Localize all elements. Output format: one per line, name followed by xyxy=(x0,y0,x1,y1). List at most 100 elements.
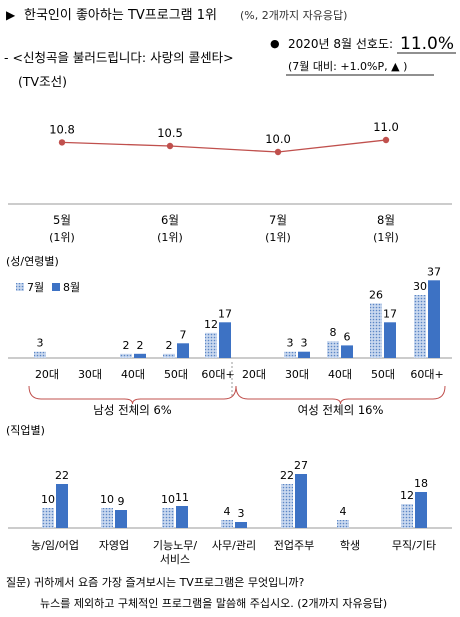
category-label: 30대 xyxy=(285,368,309,381)
bar-july xyxy=(42,508,54,528)
category-label: 40대 xyxy=(121,368,145,381)
header-marker: ▶ xyxy=(6,8,16,22)
bar-value-label: 8 xyxy=(330,326,337,339)
question-line2: 뉴스를 제외하고 구체적인 프로그램을 말씀해 주십시오. (2개까지 자유응답… xyxy=(40,596,387,610)
category-label: 농/임/어업 xyxy=(31,539,79,552)
bar-value-label: 10 xyxy=(41,493,55,506)
bar-value-label: 4 xyxy=(224,505,231,518)
bar-value-label: 7 xyxy=(180,328,187,341)
bullet-icon: ● xyxy=(270,37,280,50)
bar-value-label: 4 xyxy=(340,505,347,518)
header-title-note: (%, 2개까지 자유응답) xyxy=(240,9,347,22)
trend-month-label: 8월 xyxy=(377,213,395,227)
age-section-label: (성/연령별) xyxy=(6,255,59,268)
change-note: (7월 대비: +1.0%P, ▲ ) xyxy=(288,60,407,73)
bar-value-label: 2 xyxy=(123,339,130,352)
bar-value-label: 26 xyxy=(369,288,383,301)
category-label: 무직/기타 xyxy=(392,539,436,552)
pref-label: 2020년 8월 선호도: xyxy=(288,37,393,51)
bar-value-label: 37 xyxy=(427,265,441,278)
category-label: 60대+ xyxy=(410,368,443,381)
category-label: 20대 xyxy=(242,368,266,381)
bar-july xyxy=(337,520,349,528)
group-brackets: 남성 전체의 6% 여성 전체의 16% xyxy=(28,385,446,417)
category-label: 자영업 xyxy=(99,539,129,552)
trend-chart: 10.8 5월 (1위) 10.5 6월 (1위) 10.0 7월 (1위) 11.0 8월 (1위) xyxy=(49,120,399,244)
bar-value-label: 12 xyxy=(400,489,414,502)
bar-july xyxy=(414,295,426,358)
legend-label-july: 7월 xyxy=(27,281,44,294)
header-title: 한국인이 좋아하는 TV프로그램 1위 xyxy=(24,8,217,23)
bar-value-label: 12 xyxy=(204,318,218,331)
category-label: 학생 xyxy=(340,539,360,552)
category-label: 50대 xyxy=(371,368,395,381)
trend-value-label: 10.5 xyxy=(157,126,183,140)
bar-july xyxy=(120,353,132,358)
bar-value-label: 3 xyxy=(301,337,308,350)
category-label: 40대 xyxy=(328,368,352,381)
trend-month-label: 6월 xyxy=(161,213,179,227)
bar-aug xyxy=(341,345,353,358)
bar-value-label: 9 xyxy=(118,495,125,508)
question-line1: 질문) 귀하께서 요즘 가장 즐겨보시는 TV프로그램은 무엇입니까? xyxy=(6,575,305,589)
bar-value-label: 3 xyxy=(238,507,245,520)
group-label: 여성 전체의 16% xyxy=(298,403,384,417)
legend-label-aug: 8월 xyxy=(63,281,80,294)
trend-line xyxy=(61,139,387,153)
category-label: 서비스 xyxy=(160,553,190,566)
legend-swatch-july xyxy=(16,283,24,291)
program-name: - <신청곡을 불러드립니다: 사랑의 콜센타> xyxy=(4,50,234,65)
bar-july xyxy=(163,353,175,358)
bar-july xyxy=(101,508,113,528)
job-section-label: (직업별) xyxy=(6,424,45,437)
group-bracket xyxy=(235,385,446,405)
bar-aug xyxy=(295,474,307,528)
group-label: 남성 전체의 6% xyxy=(93,403,172,417)
bar-july xyxy=(281,484,293,528)
legend-swatch-aug xyxy=(52,283,60,291)
bar-aug xyxy=(298,351,310,358)
bar-value-label: 2 xyxy=(166,339,173,352)
bar-july xyxy=(162,508,174,528)
category-label: 60대+ xyxy=(201,368,234,381)
bar-value-label: 17 xyxy=(218,307,232,320)
bar-aug xyxy=(115,510,127,528)
bar-value-label: 17 xyxy=(383,307,397,320)
bar-value-label: 22 xyxy=(280,469,294,482)
trend-value-label: 10.0 xyxy=(265,132,291,146)
category-label: 50대 xyxy=(164,368,188,381)
trend-rank-label: (1위) xyxy=(373,231,399,244)
bar-value-label: 11 xyxy=(175,491,189,504)
bar-july xyxy=(327,341,339,358)
trend-month-label: 7월 xyxy=(269,213,287,227)
bar-aug xyxy=(134,353,146,358)
trend-point xyxy=(166,142,174,150)
bar-value-label: 18 xyxy=(414,477,428,490)
bar-value-label: 10 xyxy=(161,493,175,506)
bar-aug xyxy=(177,343,189,358)
bar-value-label: 3 xyxy=(287,337,294,350)
bar-value-label: 27 xyxy=(294,459,308,472)
trend-rank-label: (1위) xyxy=(157,231,183,244)
group-bracket xyxy=(28,385,237,405)
pref-value: 11.0% xyxy=(400,34,454,54)
program-channel: (TV조선) xyxy=(18,74,67,89)
bar-value-label: 6 xyxy=(344,330,351,343)
bar-july xyxy=(205,332,217,358)
bar-value-label: 30 xyxy=(413,280,427,293)
bar-value-label: 22 xyxy=(55,469,69,482)
bar-aug xyxy=(384,322,396,358)
bar-july xyxy=(221,520,233,528)
trend-rank-label: (1위) xyxy=(265,231,291,244)
trend-month-label: 5월 xyxy=(53,213,71,227)
bar-aug xyxy=(56,484,68,528)
bar-aug xyxy=(415,492,427,528)
trend-value-label: 10.8 xyxy=(49,122,75,136)
bar-aug xyxy=(176,506,188,528)
bar-july xyxy=(284,351,296,358)
bar-value-label: 10 xyxy=(100,493,114,506)
bar-aug xyxy=(235,522,247,528)
